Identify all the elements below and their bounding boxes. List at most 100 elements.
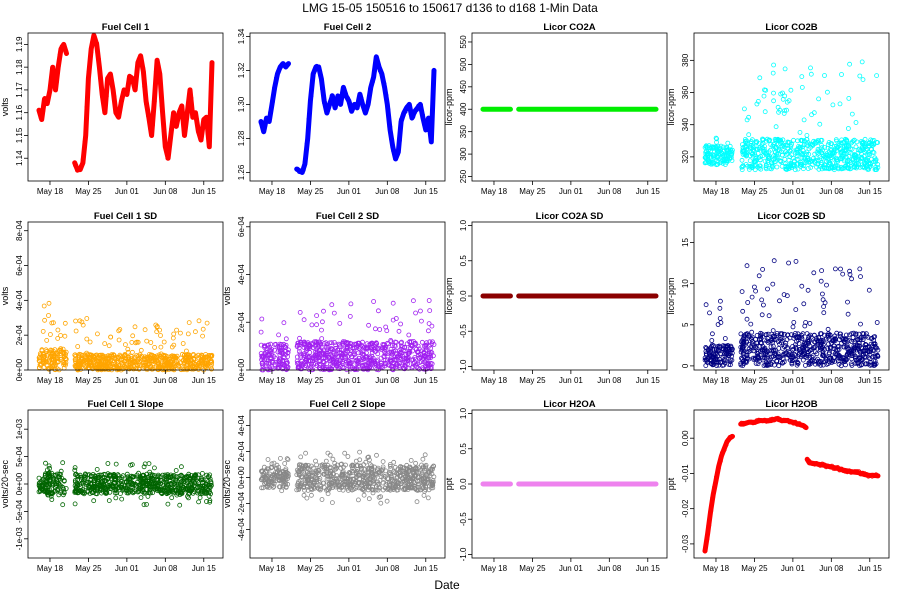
data-point xyxy=(258,351,264,356)
data-point xyxy=(117,327,123,332)
data-point xyxy=(204,320,210,326)
data-point xyxy=(298,454,304,460)
data-point xyxy=(812,361,818,367)
data-point xyxy=(146,351,152,357)
data-point xyxy=(95,331,100,337)
data-point xyxy=(375,61,381,67)
data-point xyxy=(108,361,114,367)
data-point xyxy=(385,107,391,112)
data-point xyxy=(180,341,186,346)
data-point xyxy=(56,473,61,479)
data-point xyxy=(739,338,745,344)
data-point xyxy=(773,137,779,143)
data-point xyxy=(846,126,851,131)
data-point xyxy=(398,464,403,469)
data-point xyxy=(192,329,198,335)
data-point xyxy=(425,363,431,369)
data-point xyxy=(154,486,160,492)
data-point xyxy=(422,363,428,369)
data-point xyxy=(707,310,712,316)
data-point xyxy=(714,145,719,151)
data-point xyxy=(822,165,827,171)
data-point xyxy=(816,361,821,367)
data-point xyxy=(766,153,772,159)
data-point xyxy=(347,343,353,349)
data-point xyxy=(141,502,147,508)
data-point xyxy=(795,337,801,343)
data-point xyxy=(375,362,381,368)
x-tick-label: Jun 15 xyxy=(858,187,883,196)
data-point xyxy=(308,492,314,498)
data-point xyxy=(825,326,831,332)
data-point xyxy=(723,343,729,349)
panel-title: Licor CO2A xyxy=(543,22,595,33)
data-point xyxy=(367,354,373,360)
data-point xyxy=(406,102,412,108)
data-point xyxy=(391,459,397,465)
data-point xyxy=(169,486,175,491)
data-point xyxy=(866,349,872,355)
data-point xyxy=(417,308,423,314)
data-point xyxy=(356,340,362,346)
data-point xyxy=(748,348,754,354)
data-point xyxy=(722,158,727,163)
data-point xyxy=(72,488,78,494)
data-point xyxy=(74,481,80,487)
data-point xyxy=(803,346,809,352)
data-point xyxy=(314,322,320,328)
data-point xyxy=(306,116,312,122)
data-point xyxy=(317,353,323,359)
data-point xyxy=(740,308,746,314)
data-point xyxy=(40,328,46,334)
data-point xyxy=(403,351,409,357)
data-point xyxy=(94,41,100,46)
data-point xyxy=(425,328,431,334)
y-axis-label: licor-ppm xyxy=(444,277,454,314)
data-point xyxy=(773,159,778,164)
data-point xyxy=(97,361,103,367)
data-point xyxy=(782,93,788,99)
data-point xyxy=(711,343,717,349)
data-point xyxy=(48,332,53,337)
data-point xyxy=(753,345,759,351)
data-point xyxy=(106,361,112,367)
data-point xyxy=(142,84,148,90)
data-point xyxy=(368,361,374,367)
data-point xyxy=(428,355,434,361)
data-point xyxy=(281,320,287,326)
data-point xyxy=(313,471,319,477)
data-point xyxy=(169,126,175,132)
data-point xyxy=(96,364,102,370)
data-point xyxy=(762,150,767,156)
data-point xyxy=(816,96,821,102)
x-tick-label: May 25 xyxy=(519,187,546,196)
data-point xyxy=(817,360,822,366)
data-point xyxy=(416,103,422,109)
data-point xyxy=(310,73,316,79)
data-point xyxy=(411,338,416,344)
data-point xyxy=(781,292,787,298)
data-point xyxy=(768,344,774,350)
data-point xyxy=(815,146,821,152)
data-point xyxy=(337,366,343,372)
data-point xyxy=(398,117,404,123)
data-point xyxy=(46,463,52,469)
data-point xyxy=(207,118,213,124)
x-tick-label: May 18 xyxy=(481,376,508,385)
data-point xyxy=(854,139,860,145)
data-point xyxy=(181,352,187,358)
data-point xyxy=(820,344,826,350)
data-point xyxy=(825,89,830,95)
data-point xyxy=(197,495,203,501)
data-point xyxy=(344,341,350,347)
data-point xyxy=(372,348,378,354)
data-point xyxy=(130,485,136,491)
panel-9-series xyxy=(258,449,437,506)
data-point xyxy=(749,164,755,170)
data-point xyxy=(400,347,406,353)
data-point xyxy=(747,158,753,164)
data-point xyxy=(757,157,763,163)
data-point xyxy=(840,271,846,277)
data-point xyxy=(337,344,343,350)
data-point xyxy=(830,349,836,355)
